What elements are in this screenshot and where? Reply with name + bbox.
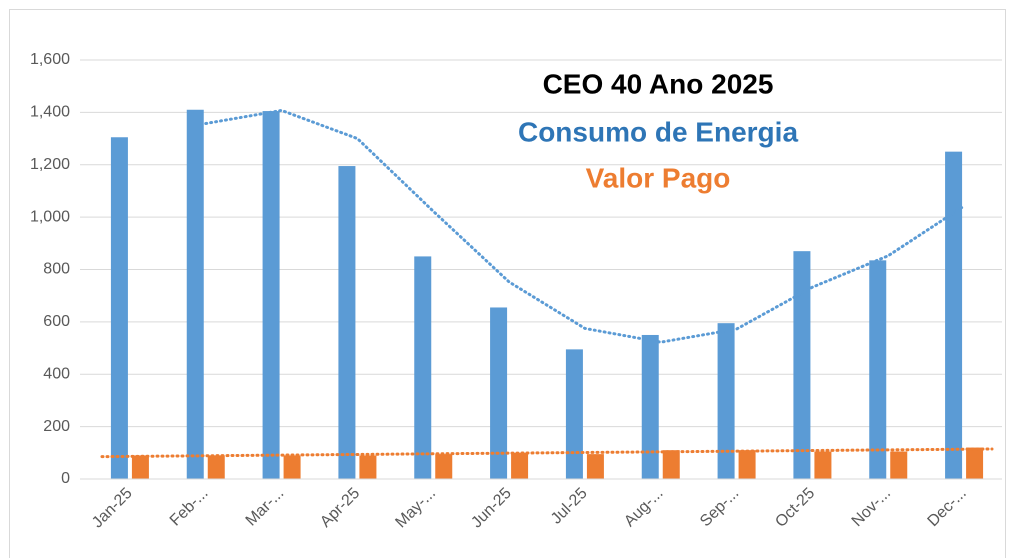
y-tick-label: 1,400 xyxy=(30,104,70,121)
legend-label: Valor Pago xyxy=(586,162,731,193)
legend-label: Consumo de Energia xyxy=(518,116,798,147)
bar xyxy=(435,454,453,479)
bar xyxy=(966,447,984,479)
chart-title: CEO 40 Ano 2025 xyxy=(543,68,774,99)
bar xyxy=(565,349,583,479)
trendline xyxy=(204,108,966,344)
bar xyxy=(738,450,756,479)
bar xyxy=(662,450,680,479)
bar xyxy=(641,334,659,479)
bar xyxy=(359,455,377,479)
bar xyxy=(814,451,832,479)
bar xyxy=(890,451,908,479)
y-tick-label: 800 xyxy=(43,261,70,278)
bar xyxy=(110,137,128,480)
y-tick-label: 1,600 xyxy=(30,51,70,68)
bar xyxy=(511,452,529,479)
bar xyxy=(717,323,735,479)
bar xyxy=(793,251,811,479)
bar xyxy=(186,109,204,479)
chart-border xyxy=(9,9,1006,558)
bar xyxy=(586,454,604,479)
bar xyxy=(262,111,280,480)
y-tick-label: 200 xyxy=(43,418,70,435)
bar xyxy=(869,260,887,479)
y-tick-label: 400 xyxy=(43,365,70,382)
y-tick-label: 600 xyxy=(43,313,70,330)
bar xyxy=(414,256,432,479)
trendline xyxy=(100,447,994,459)
y-tick-label: 1,000 xyxy=(30,208,70,225)
bar xyxy=(207,455,225,479)
bar xyxy=(283,455,301,479)
bar xyxy=(338,166,356,479)
bar xyxy=(490,307,508,479)
bar xyxy=(945,151,963,479)
y-tick-label: 1,200 xyxy=(30,156,70,173)
y-tick-label: 0 xyxy=(61,470,70,487)
bar xyxy=(131,455,149,479)
